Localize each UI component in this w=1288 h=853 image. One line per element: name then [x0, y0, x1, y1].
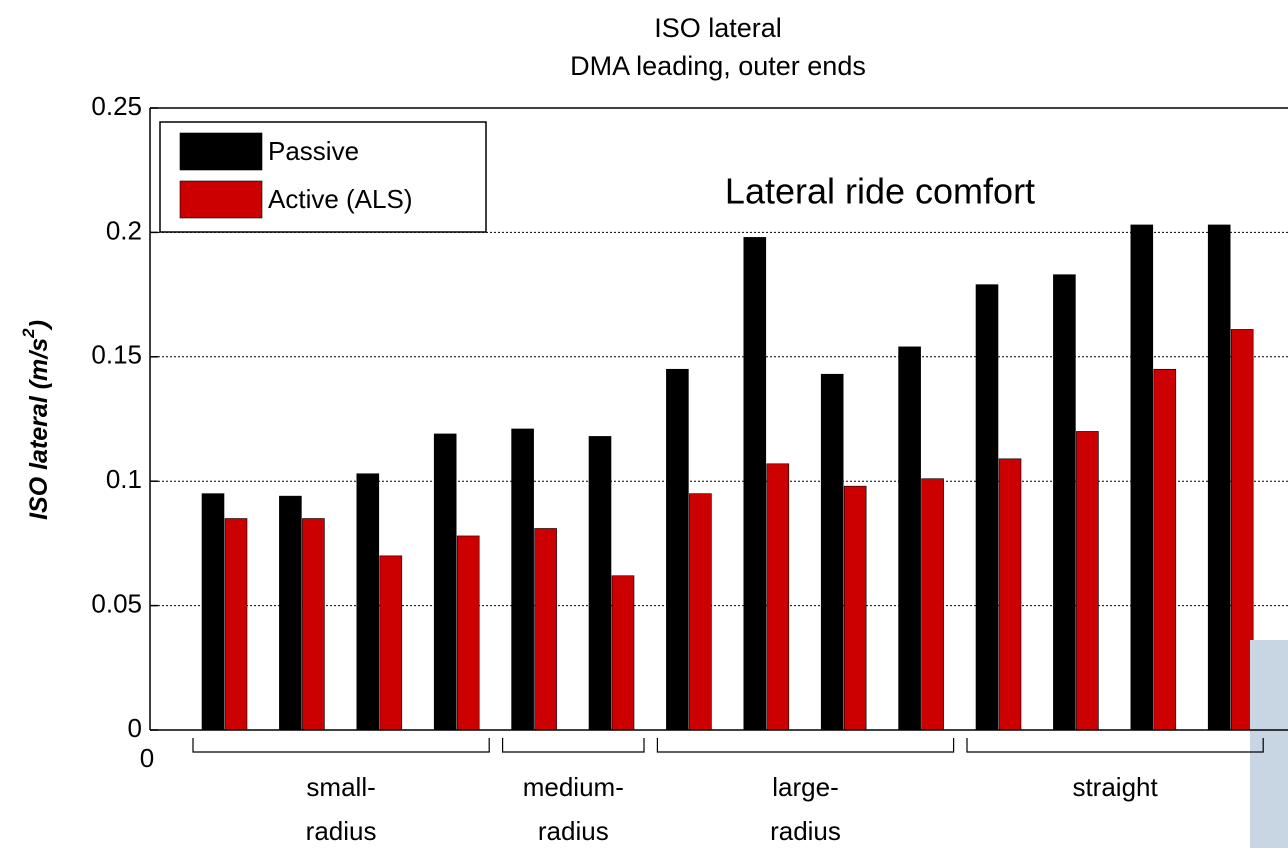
y-tick-label: 0.1 — [106, 464, 142, 494]
bar — [225, 519, 247, 730]
y-axis-label-sup: 2 — [19, 328, 38, 339]
annotation: Lateral ride comfort — [725, 171, 1035, 212]
bar — [357, 474, 379, 730]
bar — [434, 434, 456, 730]
bar — [666, 369, 688, 730]
bar — [1231, 329, 1253, 730]
bar — [922, 479, 944, 730]
bar — [689, 494, 711, 730]
bar — [844, 486, 866, 730]
y-axis-label-text: ISO lateral (m/s — [25, 338, 53, 520]
group-bracket — [503, 738, 644, 752]
plot-area — [150, 225, 1288, 730]
legend-label: Passive — [268, 136, 359, 166]
bar — [767, 464, 789, 730]
bar — [899, 347, 921, 730]
bar — [457, 536, 479, 730]
bar — [202, 494, 224, 730]
chart: ISO lateral DMA leading, outer ends Late… — [0, 0, 1288, 848]
group-bracket — [967, 738, 1263, 752]
group-label: large- — [772, 772, 838, 802]
chart-title: ISO lateral — [654, 13, 782, 43]
legend-swatch — [180, 133, 262, 170]
group-bracket — [657, 738, 953, 752]
group-label: radius — [770, 816, 841, 846]
legend-label: Active (ALS) — [268, 184, 413, 214]
group-label: radius — [538, 816, 609, 846]
legend-swatch — [180, 181, 262, 218]
bar — [1154, 369, 1176, 730]
bar — [821, 374, 843, 730]
x-origin-label: 0 — [140, 743, 154, 773]
group-label: straight — [1072, 772, 1158, 802]
y-tick-label: 0.05 — [91, 588, 142, 618]
bar — [1208, 225, 1230, 730]
bar — [1131, 225, 1153, 730]
group-label: medium- — [523, 772, 624, 802]
page: {"chart_data": { "type": "bar", "title":… — [0, 0, 1288, 853]
y-tick-label: 0.2 — [106, 215, 142, 245]
group-label: radius — [306, 816, 377, 846]
bar — [1076, 431, 1098, 730]
y-tick-label: 0.15 — [91, 340, 142, 370]
bar — [302, 519, 324, 730]
bar — [279, 496, 301, 730]
group-bracket — [193, 738, 489, 752]
bar — [512, 429, 534, 730]
group-label: small- — [306, 772, 375, 802]
bar — [535, 528, 557, 730]
y-tick-label: 0.25 — [91, 91, 142, 121]
bar — [744, 237, 766, 730]
bar — [976, 285, 998, 730]
chart-subtitle: DMA leading, outer ends — [570, 51, 866, 81]
y-tick-label: 0 — [128, 713, 142, 743]
bar — [1053, 275, 1075, 730]
bar — [380, 556, 402, 730]
bar — [612, 576, 634, 730]
background-decoration — [1250, 640, 1288, 848]
y-axis-label: ISO lateral (m/s2) — [19, 320, 52, 520]
bar — [589, 436, 611, 730]
bar — [999, 459, 1021, 730]
